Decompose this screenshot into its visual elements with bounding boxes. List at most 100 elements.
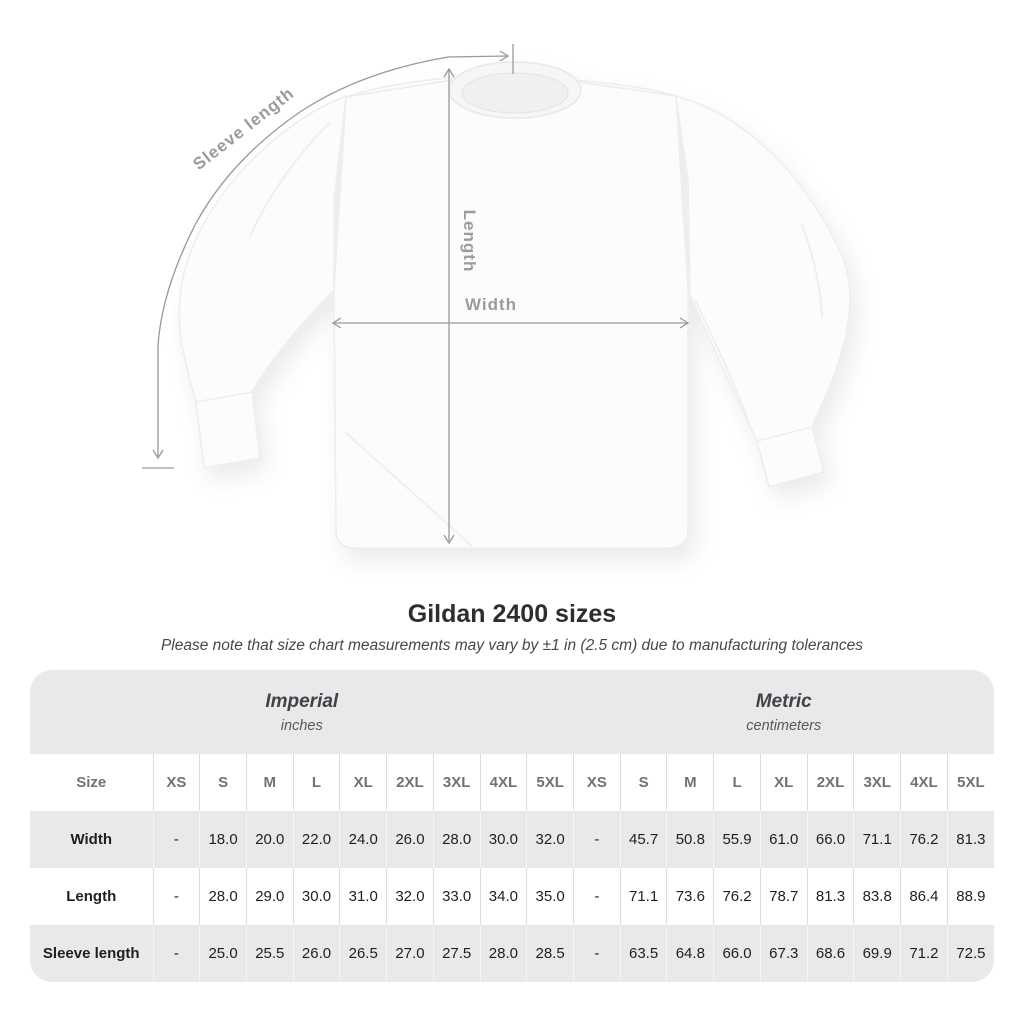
row-label: Length	[30, 868, 153, 925]
header-cell: S	[619, 754, 667, 811]
value-cell: 55.9	[713, 811, 761, 868]
value-cell: 22.0	[292, 811, 340, 868]
value-cell: 18.0	[199, 811, 247, 868]
value-cell: 72.5	[946, 925, 994, 982]
value-cell: 28.0	[479, 925, 527, 982]
value-cell: 86.4	[900, 868, 948, 925]
value-cell: 20.0	[245, 811, 294, 868]
value-cell: 27.0	[386, 925, 434, 982]
value-cell: -	[152, 811, 200, 868]
unit-group-row: Imperial inches Metric centimeters	[30, 670, 994, 754]
value-cell: 66.0	[806, 811, 854, 868]
value-cell: 32.0	[386, 868, 434, 925]
value-cell: 78.7	[759, 868, 808, 925]
value-cell: 63.5	[619, 925, 667, 982]
value-cell: 81.3	[806, 868, 854, 925]
value-cell: -	[152, 868, 200, 925]
value-cell: -	[152, 925, 200, 982]
header-cell: M	[245, 754, 294, 811]
width-arrow-left-icon	[331, 317, 342, 329]
value-cell: 71.1	[853, 811, 901, 868]
value-cell: 27.5	[432, 925, 481, 982]
header-cell: XL	[339, 754, 387, 811]
value-cell: 64.8	[666, 925, 714, 982]
left-shoulder-seam	[345, 79, 453, 98]
width-measure: Width	[331, 295, 690, 329]
imperial-sublabel: inches	[280, 717, 323, 734]
value-cell: 28.5	[526, 925, 574, 982]
shirt-right-cuff	[756, 426, 825, 488]
header-cell: 5XL	[946, 754, 994, 811]
value-cell: 28.0	[432, 811, 481, 868]
value-cell: 67.3	[759, 925, 808, 982]
shirt-measurement-diagram: Sleeve length Length Width	[142, 44, 851, 549]
value-cell: 26.0	[292, 925, 340, 982]
fold-left-sleeve	[249, 121, 331, 237]
sleeve-length-arrow-down-icon	[152, 449, 164, 460]
tolerance-note: Please note that size chart measurements…	[160, 637, 864, 654]
value-cell: 25.5	[245, 925, 294, 982]
fold-right-upper	[694, 299, 749, 421]
sleeve-length-row: Sleeve length - 25.0 25.5 26.0 26.5 27.0…	[30, 925, 994, 982]
value-cell: 31.0	[339, 868, 387, 925]
value-cell: 50.8	[666, 811, 714, 868]
title-block: Gildan 2400 sizes Please note that size …	[0, 600, 1024, 655]
size-header-row: Size XS S M L XL 2XL 3XL 4XL 5XL XS S M …	[30, 754, 994, 811]
imperial-label: Imperial	[265, 690, 339, 712]
header-cell: XS	[573, 754, 621, 811]
width-arrow-right-icon	[679, 317, 690, 329]
value-cell: 34.0	[479, 868, 527, 925]
shirt-left-cuff	[195, 391, 261, 469]
shirt-left-sleeve	[178, 94, 347, 469]
value-cell: 83.8	[853, 868, 901, 925]
length-measure: Length	[443, 67, 479, 545]
value-cell: -	[573, 868, 621, 925]
collar-neck-opening	[461, 72, 569, 114]
page-title: Gildan 2400 sizes	[407, 600, 617, 628]
value-cell: 61.0	[759, 811, 808, 868]
size-table-container: Imperial inches Metric centimeters Size …	[30, 670, 994, 982]
sleeve-length-line	[157, 55, 509, 456]
size-table: Imperial inches Metric centimeters Size …	[30, 670, 994, 982]
row-label: Sleeve length	[30, 925, 153, 982]
value-cell: 35.0	[526, 868, 574, 925]
value-cell: 76.2	[900, 811, 948, 868]
header-cell: L	[292, 754, 340, 811]
value-cell: 71.1	[619, 868, 667, 925]
value-cell: -	[573, 925, 621, 982]
value-cell: 30.0	[292, 868, 340, 925]
shirt-right-sleeve	[675, 94, 851, 488]
value-cell: 32.0	[526, 811, 574, 868]
header-cell: XS	[152, 754, 200, 811]
value-cell: 66.0	[713, 925, 761, 982]
value-cell: 76.2	[713, 868, 761, 925]
value-cell: 25.0	[199, 925, 247, 982]
value-cell: 73.6	[666, 868, 714, 925]
length-arrow-down-icon	[443, 534, 455, 545]
width-row: Width - 18.0 20.0 22.0 24.0 26.0 28.0 30…	[30, 811, 994, 868]
long-sleeve-shirt-image	[178, 61, 851, 549]
value-cell: 26.5	[339, 925, 387, 982]
fold-body-bottom	[344, 431, 473, 547]
value-cell: 69.9	[853, 925, 901, 982]
row-label: Width	[30, 811, 153, 868]
header-cell: S	[199, 754, 247, 811]
value-cell: 68.6	[806, 925, 854, 982]
header-cell: 5XL	[526, 754, 574, 811]
right-shoulder-seam	[571, 80, 677, 97]
value-cell: 29.0	[245, 868, 294, 925]
header-cell: 3XL	[853, 754, 901, 811]
metric-group-header: Metric centimeters	[573, 670, 994, 754]
header-cell: XL	[759, 754, 808, 811]
header-cell: 4XL	[900, 754, 948, 811]
length-row: Length - 28.0 29.0 30.0 31.0 32.0 33.0 3…	[30, 868, 994, 925]
header-cell: 2XL	[806, 754, 854, 811]
metric-sublabel: centimeters	[746, 717, 822, 734]
value-cell: 71.2	[900, 925, 948, 982]
width-label: Width	[465, 295, 517, 314]
header-cell: 2XL	[386, 754, 434, 811]
value-cell: 28.0	[199, 868, 247, 925]
value-cell: 81.3	[946, 811, 994, 868]
length-arrow-up-icon	[443, 67, 455, 78]
